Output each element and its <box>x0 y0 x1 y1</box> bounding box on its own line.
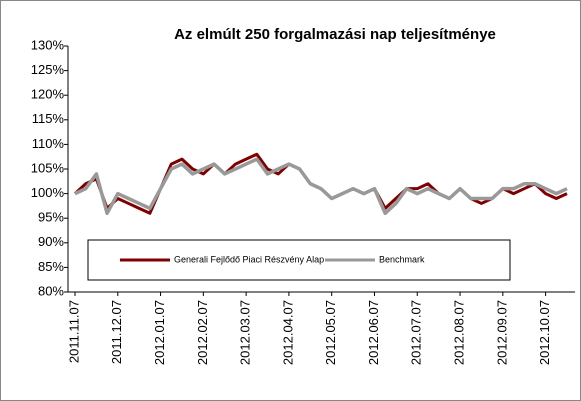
x-tick-label: 2012.06.07 <box>366 300 381 365</box>
series-line <box>74 157 568 216</box>
x-tick-label: 2012.10.07 <box>537 300 552 365</box>
y-tick-label: 115% <box>32 111 65 126</box>
y-tick-label: 95% <box>38 210 64 225</box>
y-tick-label: 85% <box>38 259 64 274</box>
legend-label: Generali Fejlődő Piaci Részvény Alap <box>174 254 324 264</box>
y-tick-label: 80% <box>38 283 64 298</box>
y-tick-label: 110% <box>32 136 65 151</box>
x-tick-label: 2012.08.07 <box>451 300 466 365</box>
x-tick-label: 2012.04.07 <box>280 300 295 365</box>
chart-title: Az elmúlt 250 forgalmazási nap teljesítm… <box>174 26 496 43</box>
y-tick-label: 130% <box>31 37 65 52</box>
y-tick-label: 125% <box>31 62 65 77</box>
y-tick-label: 120% <box>31 87 65 102</box>
y-tick-label: 90% <box>38 234 64 249</box>
x-tick-label: 2012.09.07 <box>494 300 509 365</box>
x-tick-label: 2012.02.07 <box>195 300 210 365</box>
x-tick-label: 2011.11.07 <box>66 300 81 363</box>
x-tick-label: 2012.05.07 <box>323 300 338 365</box>
y-tick-label: 100% <box>31 185 65 200</box>
x-tick-label: 2012.01.07 <box>152 300 167 365</box>
x-tick-label: 2012.07.07 <box>409 300 424 365</box>
x-tick-label: 2011.12.07 <box>109 300 124 364</box>
y-tick-label: 105% <box>31 160 65 175</box>
x-tick-label: 2012.03.07 <box>238 300 253 365</box>
legend-label: Benchmark <box>379 254 425 264</box>
